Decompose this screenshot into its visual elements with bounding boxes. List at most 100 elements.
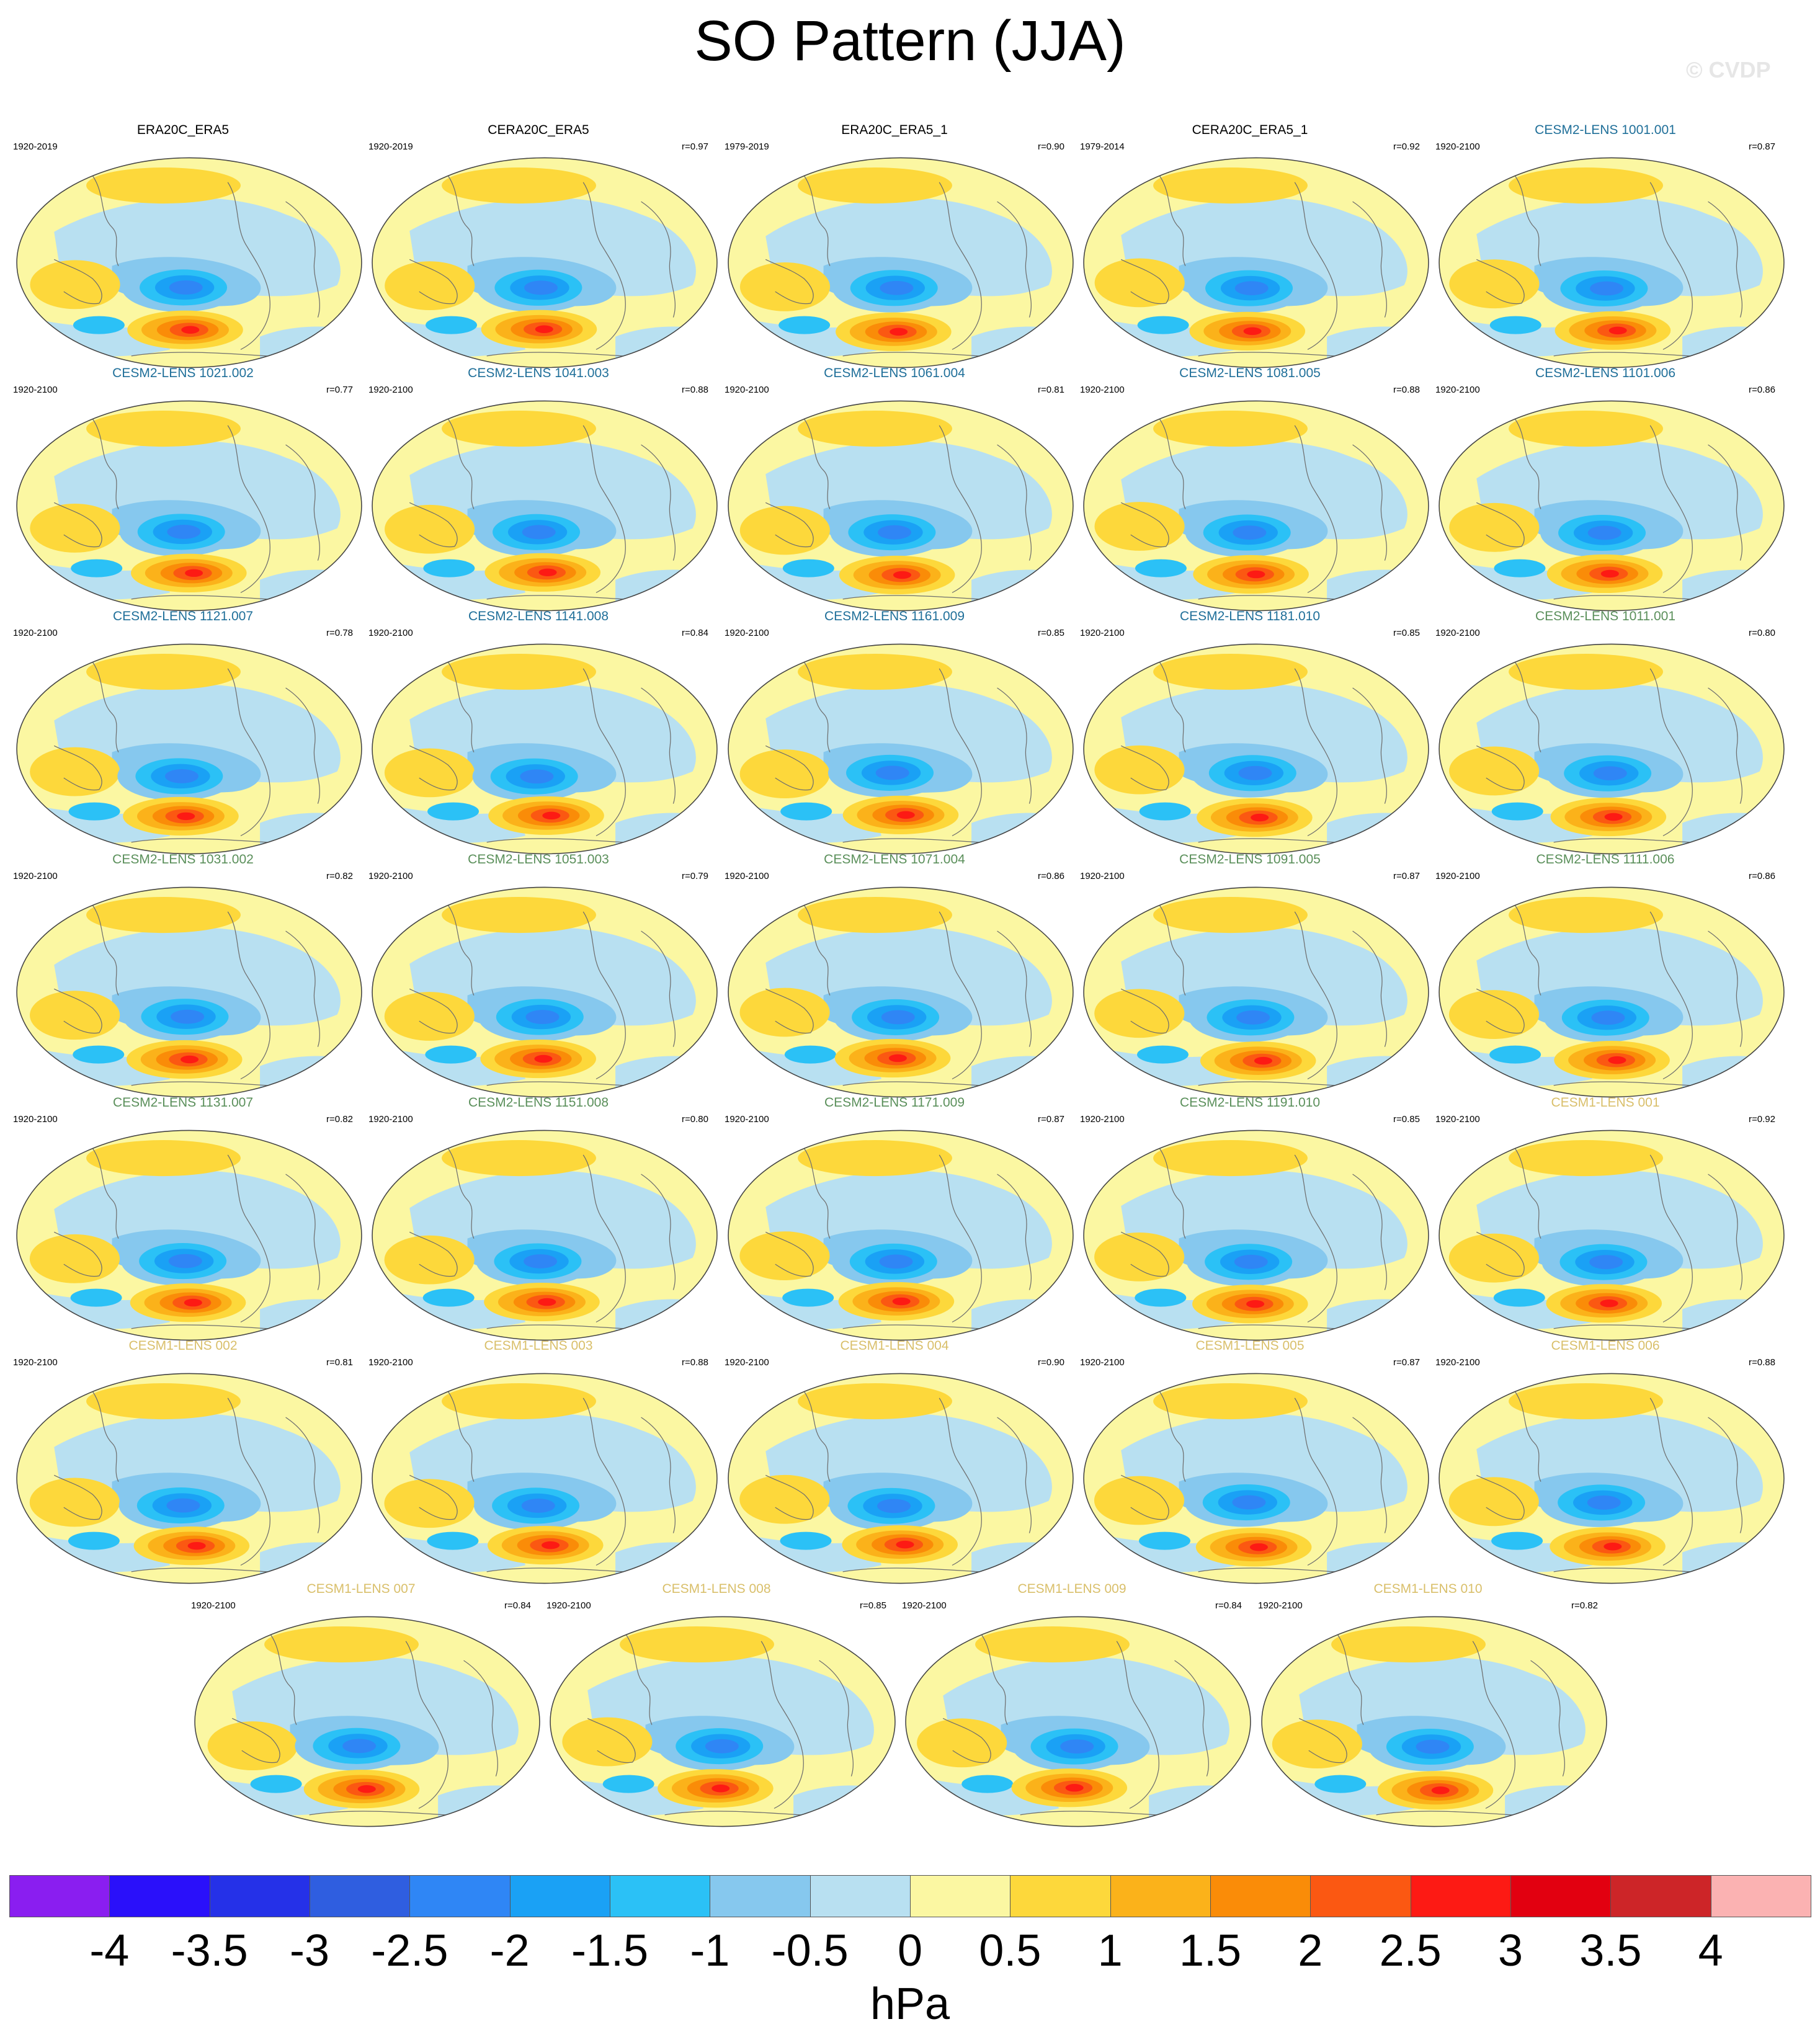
positive-anomaly-west [917, 1718, 1007, 1768]
low-lobe-southwest [1491, 1531, 1543, 1550]
panel-title: CESM2-LENS 1121.007 [112, 609, 254, 623]
coastline-2 [1294, 1154, 1337, 1323]
low-lobe-southwest [778, 316, 831, 334]
map-panel: CESM1-LENS 002 1920-2100 r=0.81 [9, 1339, 362, 1584]
panel-period: 1920-2100 [1080, 628, 1125, 638]
map-panel: CESM1-LENS 006 1920-2100 r=0.88 [1432, 1339, 1785, 1584]
low-contour-4 [521, 1499, 555, 1513]
map-plot [550, 1616, 896, 1827]
coastline-3 [53, 745, 102, 791]
colorbar-tick-label: 0.5 [979, 1926, 1042, 1976]
panel-correlation: r=0.85 [860, 1600, 886, 1611]
map-border [1083, 643, 1429, 855]
coastline-4 [1708, 444, 1742, 561]
coastline-3 [1120, 745, 1169, 791]
panel-title: CESM2-LENS 1081.005 [1179, 366, 1321, 380]
low-contour-4 [1587, 1495, 1621, 1510]
map-plot [372, 886, 718, 1098]
coastline-3 [765, 259, 814, 305]
positive-anomaly-west [1094, 745, 1185, 795]
low-contour-4 [168, 1254, 202, 1268]
coastline-3 [765, 502, 814, 548]
coastline-5 [1198, 595, 1353, 601]
coastline-2 [227, 668, 270, 837]
high-contour-5 [184, 1298, 202, 1307]
southern-negative-band-east [793, 1785, 895, 1822]
panel-period: 1920-2100 [368, 385, 413, 395]
high-contour-5 [1246, 1299, 1265, 1308]
panel-title: CESM2-LENS 1031.002 [112, 852, 254, 867]
low-lobe-southwest [73, 316, 125, 334]
colorbar-tick-label: 3 [1497, 1926, 1523, 1976]
panel-period: 1920-2100 [546, 1600, 591, 1611]
panel-correlation: r=0.79 [682, 871, 708, 881]
map-border [1439, 1373, 1785, 1584]
map-border [16, 643, 362, 855]
panel-correlation: r=0.85 [1393, 1114, 1420, 1125]
coastline-5 [131, 595, 286, 601]
colorbar-tick-label: 4 [1698, 1926, 1723, 1976]
map-border [728, 643, 1074, 855]
coastline-4 [463, 1660, 498, 1776]
map-plot [194, 1616, 540, 1827]
coastline-4 [997, 1174, 1032, 1290]
panel-title: CESM2-LENS 1011.001 [1535, 609, 1676, 623]
low-contour-4 [165, 769, 199, 783]
low-contour-4 [1233, 525, 1267, 540]
map-panel: CESM1-LENS 005 1920-2100 r=0.87 [1076, 1339, 1429, 1584]
coastline-3 [409, 502, 458, 548]
low-lobe-southwest [782, 1288, 834, 1307]
panel-title: CESM2-LENS 1151.008 [468, 1095, 609, 1110]
low-contour-4 [880, 280, 914, 295]
coastline-4 [1708, 1417, 1742, 1533]
low-lobe-southwest [427, 802, 480, 821]
high-contour-5 [896, 1540, 914, 1549]
coastline-5 [1553, 352, 1708, 358]
coastline-1 [1514, 176, 1541, 266]
high-contour-5 [1604, 1543, 1622, 1551]
coastline-1 [625, 1634, 653, 1725]
coastline-5 [1553, 1081, 1708, 1087]
low-lobe-southwest [1494, 559, 1546, 577]
low-contour-4 [881, 1010, 915, 1025]
southern-negative-band-east [615, 813, 717, 849]
map-plot [728, 1373, 1074, 1584]
panel-correlation: r=0.81 [1038, 385, 1064, 395]
positive-anomaly-north [86, 654, 241, 690]
map-plot [16, 886, 362, 1098]
colorbar-tick-label: 3.5 [1579, 1926, 1642, 1976]
panel-period: 1920-2100 [1435, 141, 1480, 152]
low-contour-4 [525, 1010, 560, 1024]
coastline-1 [803, 1148, 831, 1239]
coastline-5 [1553, 595, 1708, 601]
map-border [1083, 400, 1429, 612]
panel-period: 1920-2100 [13, 628, 58, 638]
panel-period: 1920-2100 [725, 871, 769, 881]
coastline-5 [131, 352, 286, 358]
positive-anomaly-west [29, 1478, 120, 1527]
panel-title: CESM1-LENS 009 [1017, 1582, 1126, 1596]
positive-anomaly-north [1153, 167, 1308, 204]
low-contour-4 [878, 525, 911, 540]
panel-period: 1920-2100 [725, 385, 769, 395]
low-lobe-southwest [73, 1045, 125, 1064]
panel-correlation: r=0.97 [682, 141, 708, 152]
positive-anomaly-north [1153, 411, 1308, 447]
coastline-5 [131, 1324, 286, 1331]
coastline-2 [582, 668, 626, 837]
positive-anomaly-west [1094, 502, 1185, 551]
coastline-2 [1649, 182, 1693, 350]
panel-correlation: r=0.81 [326, 1357, 353, 1368]
coastline-4 [641, 201, 676, 318]
low-lobe-southwest [1314, 1775, 1367, 1793]
coastline-3 [1476, 988, 1525, 1034]
coastline-1 [803, 905, 831, 996]
coastline-2 [1649, 1154, 1693, 1323]
southern-negative-band-east [1327, 813, 1429, 849]
coastline-1 [803, 419, 831, 509]
map-border [372, 886, 718, 1098]
coastline-5 [1553, 838, 1708, 844]
map-panel: CESM2-LENS 1101.006 1920-2100 r=0.86 [1432, 366, 1785, 612]
map-border [1261, 1616, 1607, 1827]
low-contour-4 [166, 1498, 200, 1513]
